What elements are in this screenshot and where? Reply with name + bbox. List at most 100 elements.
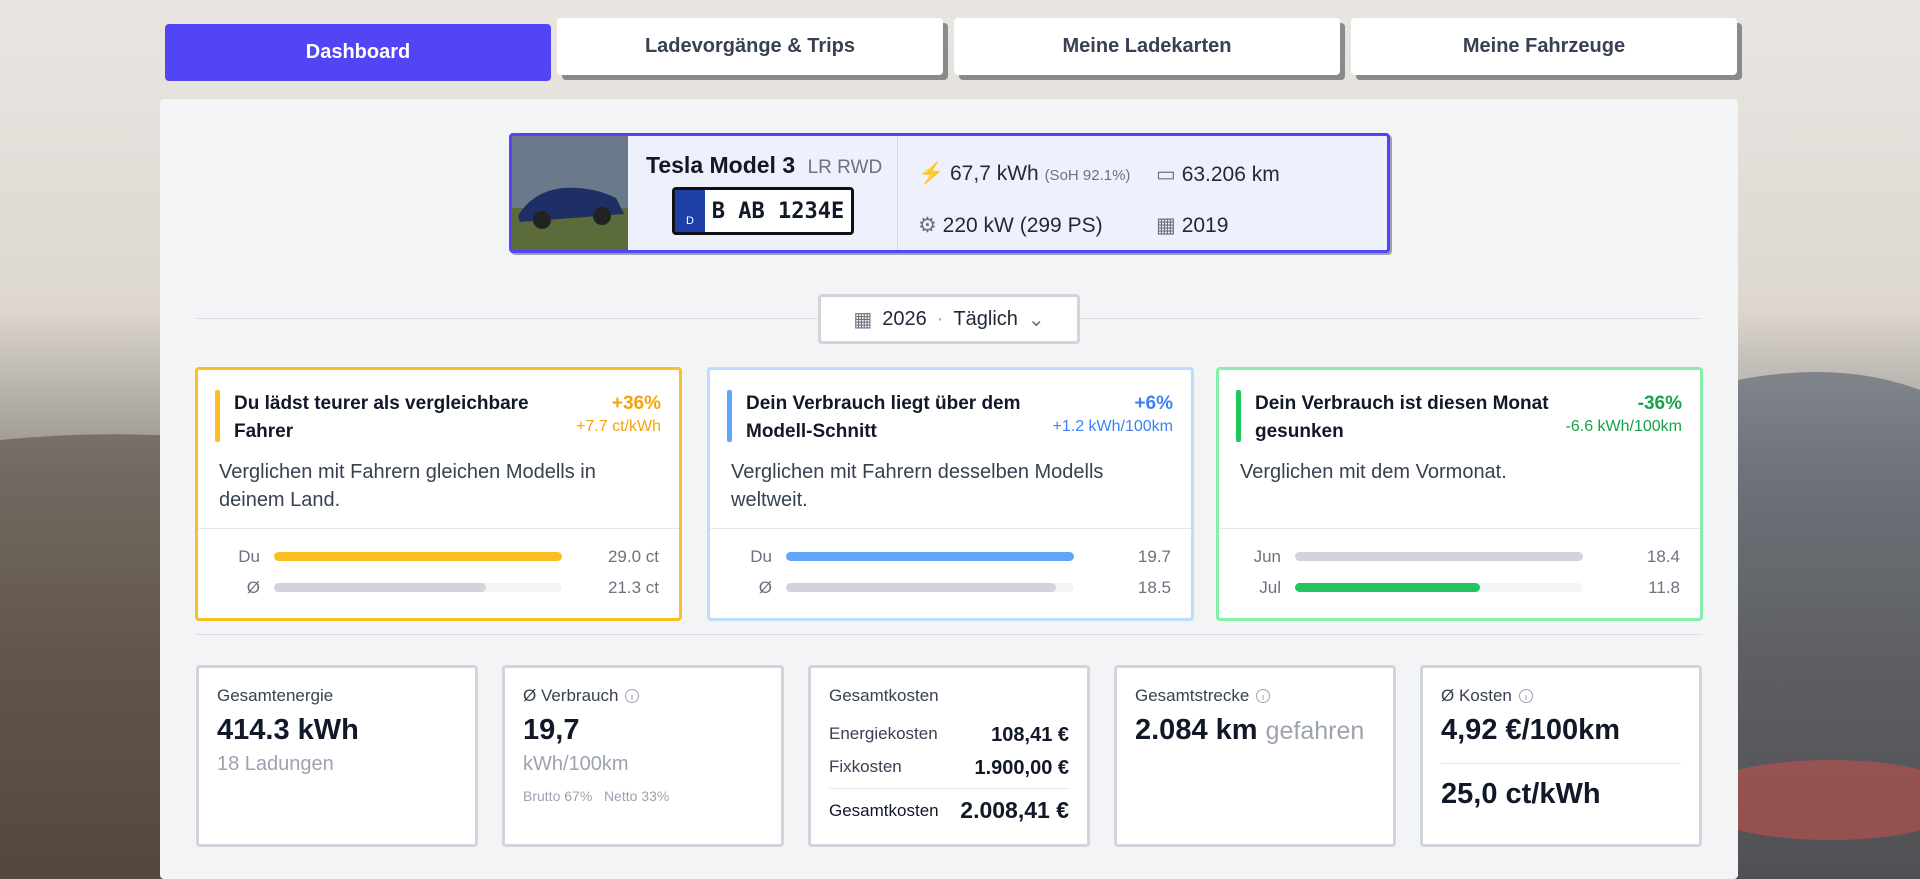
vehicle-image [512, 136, 628, 250]
bar-track [274, 583, 562, 592]
vehicle-variant: LR RWD [807, 157, 883, 178]
bar-label: Du [750, 546, 772, 566]
bar-value: 19.7 [1137, 546, 1171, 566]
stat-value: 4,92 €/100km [1441, 714, 1681, 764]
stat-suffix: gefahren [1265, 717, 1365, 745]
stat-value: 414.3 kWh [217, 714, 359, 746]
bar-value: 29.0 ct [607, 546, 659, 566]
info-icon[interactable] [1518, 688, 1534, 704]
bar-row: Jun 18.4 [1249, 541, 1680, 572]
bar-track [1295, 583, 1583, 592]
accent-bar [1236, 390, 1241, 442]
stat-card: Ø Verbrauch 19,7 kWh/100km Brutto 67% Ne… [502, 665, 784, 847]
bar [274, 552, 562, 561]
stat-card: Gesamtstrecke 2.084 km gefahren [1114, 665, 1396, 847]
power: 220 kW (299 PS) [942, 214, 1103, 237]
accent-bar [727, 390, 732, 442]
bar-section: Du 19.7 Ø 18.5 [710, 528, 1191, 603]
insight-card: Du lädst teurer als vergleichbare Fahrer… [195, 367, 682, 621]
cost-label: Energiekosten [829, 724, 938, 743]
tab[interactable]: Dashboard [165, 24, 551, 81]
period-selector[interactable]: ▦ 2026 · Täglich ⌄ [818, 294, 1080, 344]
bar [274, 583, 486, 592]
stat-card: Ø Kosten 4,92 €/100km 25,0 ct/kWh [1420, 665, 1702, 847]
insight-title: Dein Verbrauch liegt über dem Modell-Sch… [746, 393, 1021, 442]
battery: 67,7 kWh [950, 162, 1039, 185]
stat-card: Gesamtenergie 414.3 kWh 18 Ladungen [196, 665, 478, 847]
info-icon[interactable] [624, 688, 640, 704]
tab[interactable]: Meine Fahrzeuge [1351, 18, 1737, 75]
bar-value: 11.8 [1648, 577, 1680, 597]
soh: (SoH 92.1%) [1044, 167, 1131, 184]
insight-card: Dein Verbrauch ist diesen Monat gesunken… [1216, 367, 1703, 621]
bar-label: Jul [1259, 577, 1281, 597]
bar-row: Du 19.7 [740, 541, 1171, 572]
insight-header: Du lädst teurer als vergleichbare Fahrer… [215, 390, 661, 446]
insight-title: Dein Verbrauch ist diesen Monat gesunken [1255, 393, 1549, 442]
stat-value: 19,7 [523, 714, 580, 746]
insight-delta: +7.7 ct/kWh [576, 418, 661, 435]
stat-label: Ø Kosten [1441, 686, 1512, 705]
bar-row: Du 29.0 ct [228, 541, 659, 572]
plate-country: D [675, 190, 705, 232]
cost-label: Fixkosten [829, 757, 902, 776]
stat-card: Gesamtkosten Energiekosten 108,41 € Fixko… [808, 665, 1090, 847]
insight-description: Verglichen mit dem Vormonat. [1240, 461, 1507, 483]
bar [786, 583, 1057, 592]
divider [195, 634, 1702, 635]
bar-row: Ø 21.3 ct [228, 572, 659, 603]
bar-track [786, 552, 1074, 561]
stat-value: 2.084 km [1135, 714, 1258, 746]
bar-label: Ø [246, 577, 260, 597]
bar-value: 18.5 [1137, 577, 1171, 597]
filter-year: 2026 [882, 307, 927, 330]
bar [1295, 552, 1583, 561]
bar-label: Jun [1253, 546, 1281, 566]
bar-label: Ø [758, 577, 772, 597]
tab[interactable]: Meine Ladekarten [954, 18, 1340, 75]
insight-change: -36% [1637, 393, 1682, 414]
insight-change-box: +36% +7.7 ct/kWh [576, 390, 661, 446]
year: 2019 [1181, 214, 1229, 237]
stat-sub: 18 Ladungen [217, 753, 334, 775]
insight-header: Dein Verbrauch liegt über dem Modell-Sch… [727, 390, 1173, 446]
insight-change-box: -36% -6.6 kWh/100km [1566, 390, 1682, 446]
insight-change: +6% [1134, 393, 1173, 414]
bar-track [274, 552, 562, 561]
bar-section: Du 29.0 ct Ø 21.3 ct [198, 528, 679, 603]
insight-description: Verglichen mit Fahrern desselben Modells… [731, 461, 1104, 511]
cost-total-value: 2.008,41 € [960, 797, 1069, 823]
stat-value: 25,0 ct/kWh [1441, 778, 1601, 810]
tab[interactable]: Ladevorgänge & Trips [557, 18, 943, 75]
filter-period: Täglich [953, 307, 1018, 330]
bar-track [1295, 552, 1583, 561]
bar [786, 552, 1074, 561]
bar-label: Du [238, 546, 260, 566]
stat-label: Ø Verbrauch [523, 686, 619, 705]
insight-change-box: +6% +1.2 kWh/100km [1053, 390, 1174, 446]
stat-label: Gesamtenergie [217, 686, 334, 705]
info-icon[interactable] [1255, 688, 1271, 704]
bar-track [786, 583, 1074, 592]
insight-delta: -6.6 kWh/100km [1565, 418, 1682, 435]
stat-label: Gesamtkosten [829, 686, 939, 705]
insight-card: Dein Verbrauch liegt über dem Modell-Sch… [707, 367, 1194, 621]
plate-number: B AB 1234E [711, 198, 845, 224]
stat-note: Netto 33% [603, 788, 670, 804]
bar-value: 18.4 [1646, 546, 1680, 566]
stat-label: Gesamtstrecke [1135, 686, 1250, 705]
mileage: 63.206 km [1181, 163, 1280, 186]
accent-bar [215, 390, 220, 442]
insight-header: Dein Verbrauch ist diesen Monat gesunken… [1236, 390, 1682, 446]
vehicle-name: Tesla Model 3 [646, 152, 796, 178]
vehicle-card[interactable]: Tesla Model 3 LR RWD D B AB 1234E ⚡ 67,7… [509, 133, 1390, 253]
stat-sub: kWh/100km [523, 753, 629, 775]
insight-description: Verglichen mit Fahrern gleichen Modells … [219, 461, 596, 511]
bar-value: 21.3 ct [607, 577, 659, 597]
insight-change: +36% [611, 393, 661, 414]
bar-row: Jul 11.8 [1249, 572, 1680, 603]
stat-note: Brutto 67% [523, 788, 593, 804]
filter-separator: · [936, 307, 944, 330]
bar-row: Ø 18.5 [740, 572, 1171, 603]
